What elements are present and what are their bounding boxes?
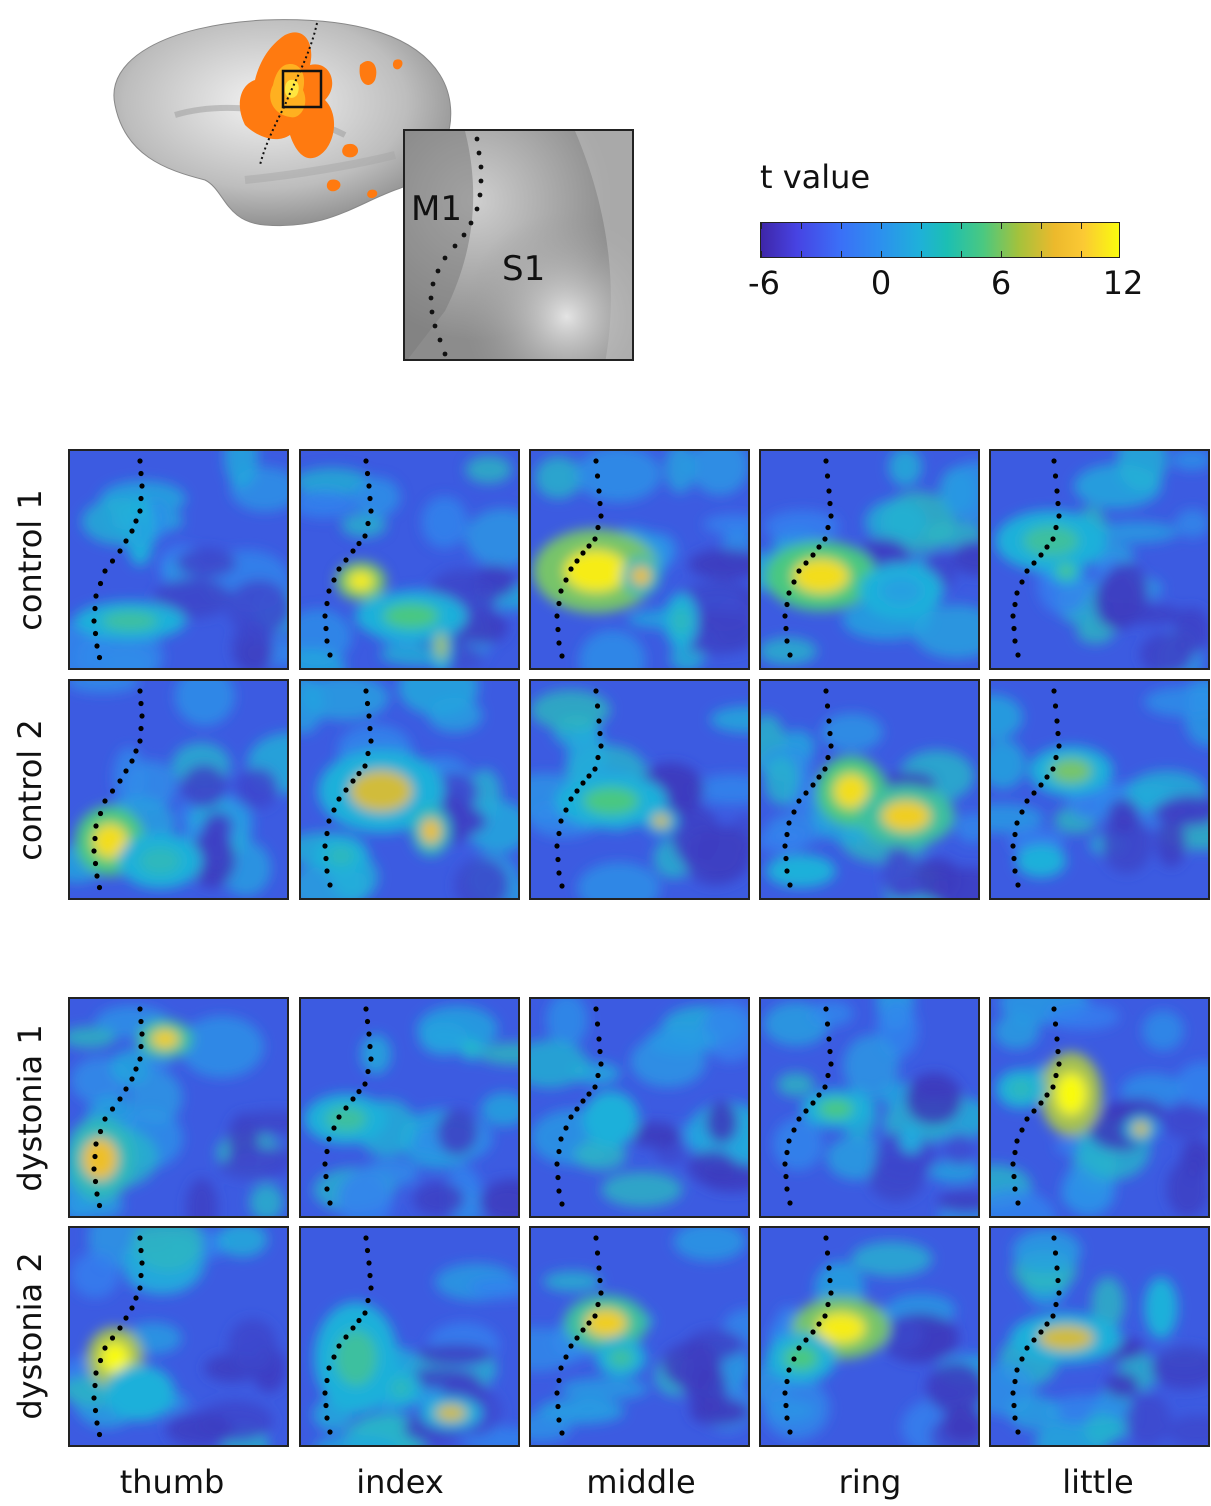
row-label-control-2: control 2	[11, 719, 49, 861]
central-sulcus-dots	[322, 458, 374, 658]
zoom-inset: M1 S1	[403, 129, 634, 361]
m1-label: M1	[411, 189, 462, 229]
central-sulcus-dots	[322, 688, 374, 888]
column-label-ring: ring	[838, 1463, 902, 1501]
activation-map-panel	[989, 679, 1210, 900]
central-sulcus-dots	[1010, 1006, 1062, 1206]
colorbar-tick-label: 6	[990, 264, 1012, 302]
activation-map-panel	[989, 1226, 1210, 1447]
activation-map-panel	[529, 1226, 750, 1447]
row-label-dystonia-1: dystonia 1	[11, 1024, 49, 1192]
activation-map-panel	[989, 997, 1210, 1218]
activation-map-panel	[68, 449, 289, 670]
central-sulcus-dots	[782, 688, 834, 888]
colorbar	[760, 222, 1120, 258]
colorbar-title: t value	[760, 158, 871, 196]
colorbar-tick-label: 0	[870, 264, 892, 302]
activation-map-panel	[759, 679, 980, 900]
central-sulcus-dots	[554, 458, 604, 659]
central-sulcus-dots	[782, 458, 834, 658]
central-sulcus-dots	[782, 1235, 834, 1435]
s1-label: S1	[502, 249, 546, 289]
column-label-thumb: thumb	[119, 1463, 225, 1501]
activation-map-panel	[989, 449, 1210, 670]
row-label-dystonia-2: dystonia 2	[11, 1252, 49, 1420]
activation-map-panel	[529, 997, 750, 1218]
activation-map-panel	[299, 679, 520, 900]
central-sulcus-dots	[322, 1006, 374, 1206]
central-sulcus-dots	[91, 458, 145, 661]
activation-map-panel	[759, 997, 980, 1218]
activation-map-panel	[68, 679, 289, 900]
central-sulcus-dots	[554, 688, 604, 889]
colorbar-tick-label: 12	[1102, 264, 1144, 302]
activation-map-panel	[529, 449, 750, 670]
central-sulcus-dots	[554, 1006, 604, 1207]
central-sulcus-dots	[1010, 688, 1062, 888]
central-sulcus-dots	[322, 1235, 374, 1435]
zoom-region-box	[281, 69, 323, 109]
central-sulcus-dots	[554, 1235, 604, 1436]
activation-map-panel	[299, 1226, 520, 1447]
central-sulcus-dots	[91, 688, 145, 891]
activation-map-panel	[68, 997, 289, 1218]
activation-map-panel	[299, 449, 520, 670]
central-sulcus-dots	[1010, 458, 1062, 658]
column-label-little: little	[1062, 1463, 1134, 1501]
colorbar-tick-label: -6	[748, 264, 780, 302]
brain-surface-diagram	[113, 19, 452, 227]
activation-map-panel	[759, 1226, 980, 1447]
central-sulcus-dots	[782, 1006, 834, 1206]
column-label-middle: middle	[586, 1463, 696, 1501]
central-sulcus-dots	[428, 136, 484, 357]
activation-map-panel	[529, 679, 750, 900]
row-label-control-1: control 1	[11, 489, 49, 631]
column-label-index: index	[356, 1463, 444, 1501]
activation-map-panel	[68, 1226, 289, 1447]
central-sulcus-dots	[1010, 1235, 1062, 1435]
activation-map-panel	[299, 997, 520, 1218]
central-sulcus-line	[259, 22, 318, 166]
activation-map-panel	[759, 449, 980, 670]
central-sulcus-dots	[91, 1235, 145, 1438]
central-sulcus-dots	[91, 1006, 145, 1209]
